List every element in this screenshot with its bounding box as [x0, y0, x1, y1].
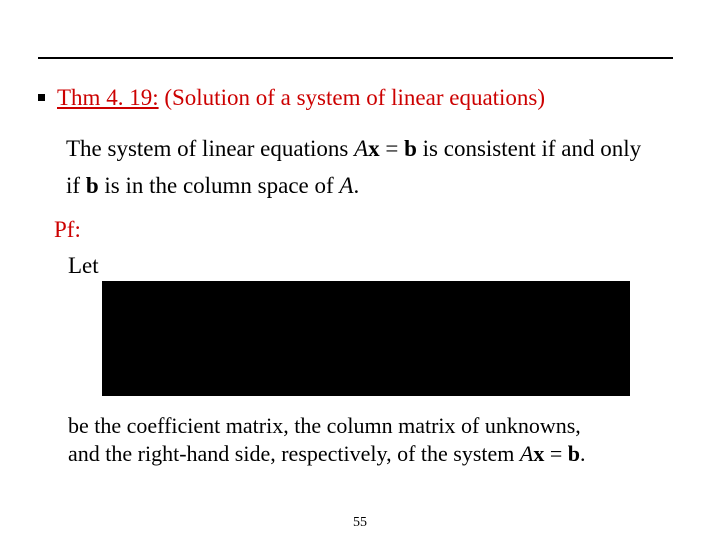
theorem-subtitle: (Solution of a system of linear equation…	[159, 85, 545, 110]
stmt-part2: is consistent if and only	[417, 136, 641, 161]
equation-block	[102, 281, 630, 396]
vector-b3: b	[568, 441, 580, 466]
theorem-heading-row: Thm 4. 19: (Solution of a system of line…	[38, 82, 682, 113]
theorem-label: Thm 4. 19:	[57, 85, 159, 110]
proof-label: Pf:	[54, 217, 682, 243]
stmt-part3: if	[66, 173, 86, 198]
coeff-line2-pre: and the right-hand side, respectively, o…	[68, 441, 520, 466]
vector-x: x	[368, 136, 380, 161]
coefficient-text: be the coefficient matrix, the column ma…	[68, 412, 682, 469]
equals-sign: =	[380, 136, 404, 161]
theorem-statement: The system of linear equations Ax = b is…	[66, 131, 682, 205]
coeff-line1: be the coefficient matrix, the column ma…	[68, 413, 581, 438]
vector-b: b	[404, 136, 417, 161]
stmt-part1: The system of linear equations	[66, 136, 354, 161]
matrix-A2: A	[339, 173, 353, 198]
slide-content: Thm 4. 19: (Solution of a system of line…	[38, 82, 682, 469]
stmt-part4: is in the column space of	[99, 173, 340, 198]
vector-b2: b	[86, 173, 99, 198]
equals-sign2: =	[544, 441, 567, 466]
bullet-icon	[38, 94, 45, 101]
horizontal-rule	[38, 57, 673, 59]
matrix-A: A	[354, 136, 368, 161]
vector-x2: x	[533, 441, 544, 466]
theorem-title: Thm 4. 19: (Solution of a system of line…	[57, 82, 545, 113]
page-number: 55	[0, 515, 720, 531]
stmt-period: .	[353, 173, 359, 198]
matrix-A3: A	[520, 441, 533, 466]
coeff-line2-post: .	[580, 441, 586, 466]
let-label: Let	[68, 253, 682, 279]
